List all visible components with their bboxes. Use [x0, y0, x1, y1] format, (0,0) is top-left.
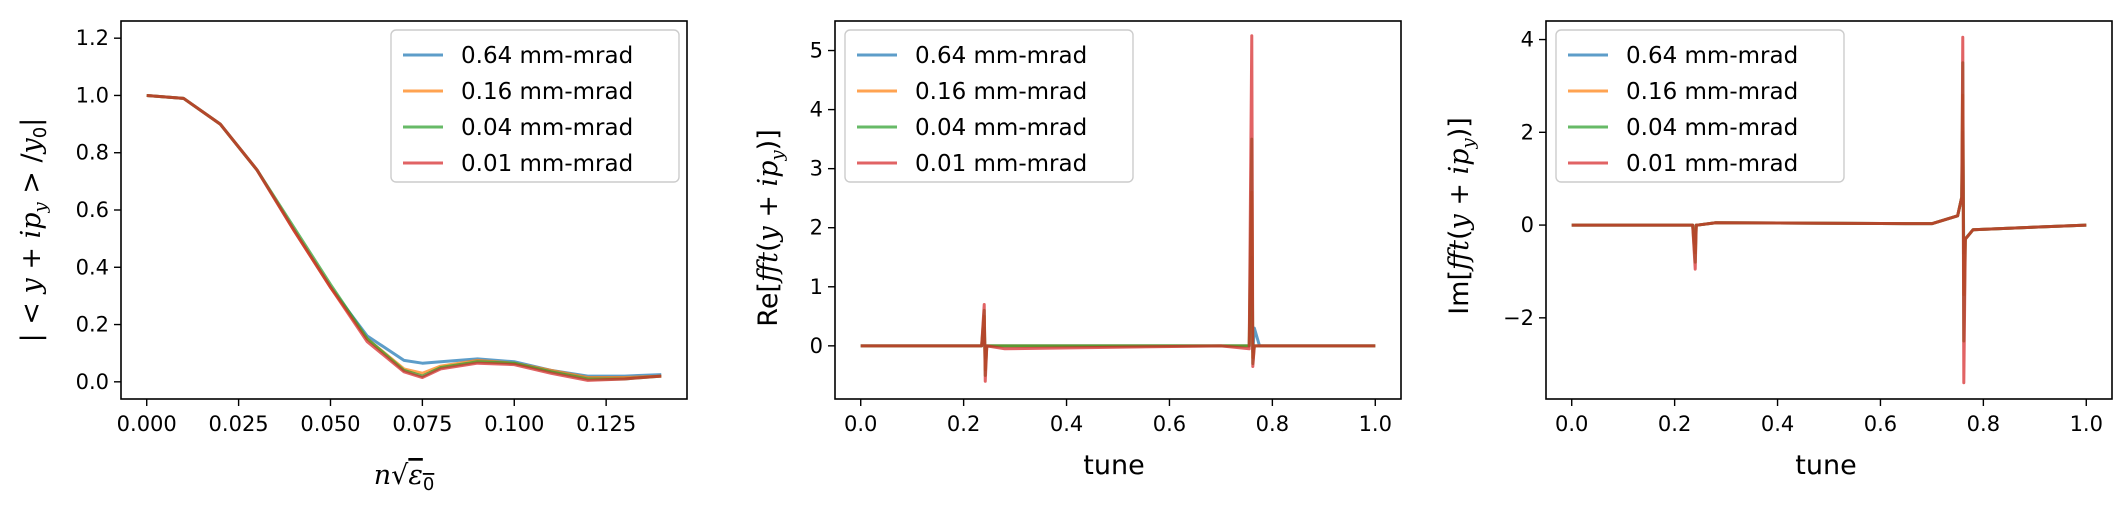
axes-frame [834, 20, 1402, 400]
panel-imag-fft: 0.0 0.2 0.4 0.6 0.8 1.0 −2 0 2 4 0.64 mm-mrad 0.16… [1444, 20, 2113, 481]
x-tick-label: 0.8 [1256, 412, 1289, 436]
legend-label: 0.16 mm-mrad [461, 79, 633, 105]
y-tick-label: 2 [1521, 120, 1534, 144]
ticks-layer: 0.0 0.2 0.4 0.6 0.8 1.0 −2 0 2 4 [1503, 28, 2103, 436]
x-tick-label: 0.6 [1864, 412, 1897, 436]
x-tick-label: 0.075 [392, 412, 452, 436]
y-tick-label: 0.8 [76, 141, 109, 165]
legend-label: 0.01 mm-mrad [1626, 151, 1798, 177]
x-tick-label: 0.0 [844, 412, 877, 436]
y-tick-label: 1.2 [76, 26, 109, 50]
legend-box [844, 29, 1134, 183]
legend-label: 0.64 mm-mrad [461, 43, 633, 69]
axes-frame [1545, 20, 2113, 400]
y-tick-label: 4 [1521, 28, 1534, 52]
y-tick-label: 0.2 [76, 313, 109, 337]
y-tick-label: 1.0 [76, 83, 109, 107]
legend-box [1555, 29, 1845, 183]
y-tick-label: 2 [810, 216, 823, 240]
y-tick-label: 0.6 [76, 198, 109, 222]
legend-label: 0.16 mm-mrad [1626, 79, 1798, 105]
series-line-4 [1571, 35, 2087, 385]
x-axis-label: tune [1083, 450, 1144, 481]
x-tick-label: 0.8 [1967, 412, 2000, 436]
x-tick-label: 0.2 [1658, 412, 1691, 436]
y-tick-label: 4 [810, 98, 823, 122]
y-axis-label: Im[fft(y + ipy)] [1444, 117, 1479, 315]
y-tick-label: −2 [1503, 306, 1534, 330]
legend-label: 0.64 mm-mrad [1626, 43, 1798, 69]
x-tick-label: 0.4 [1761, 412, 1794, 436]
series-line-4 [860, 34, 1376, 383]
x-tick-label: 0.6 [1153, 412, 1186, 436]
legend: 0.64 mm-mrad 0.16 mm-mrad 0.04 mm-mrad 0.01… [844, 29, 1134, 183]
legend: 0.64 mm-mrad 0.16 mm-mrad 0.04 mm-mrad 0.01… [390, 29, 680, 183]
ticks-layer: 0.0 0.2 0.4 0.6 0.8 1.0 0 1 2 3 4 5 [810, 39, 1392, 436]
y-tick-label: 3 [810, 157, 823, 181]
x-tick-label: 0.100 [484, 412, 544, 436]
series-layer [146, 93, 662, 382]
y-tick-label: 5 [810, 39, 823, 63]
y-tick-label: 1 [810, 275, 823, 299]
legend-box [390, 29, 680, 183]
x-tick-label: 0.025 [209, 412, 269, 436]
ticks-layer: 0.000 0.025 0.050 0.075 0.100 0.125 0.0 0.2 0.4 0… [76, 26, 637, 436]
x-axis-label: n√ε0 [374, 460, 435, 495]
x-tick-label: 0.050 [300, 412, 360, 436]
y-tick-label: 0 [1521, 213, 1534, 237]
axes-frame [120, 20, 688, 400]
x-tick-label: 0.000 [117, 412, 177, 436]
legend: 0.64 mm-mrad 0.16 mm-mrad 0.04 mm-mrad 0.01… [1555, 29, 1845, 183]
legend-label: 0.01 mm-mrad [915, 151, 1087, 177]
x-tick-label: 0.125 [576, 412, 636, 436]
series-layer [1571, 35, 2087, 385]
legend-label: 0.16 mm-mrad [915, 79, 1087, 105]
legend-label: 0.04 mm-mrad [461, 115, 633, 141]
series-line-4 [146, 93, 662, 382]
legend-label: 0.04 mm-mrad [915, 115, 1087, 141]
legend-label: 0.04 mm-mrad [1626, 115, 1798, 141]
y-tick-label: 0 [810, 334, 823, 358]
legend-label: 0.64 mm-mrad [915, 43, 1087, 69]
y-axis-label: | < y + ipy > /y0| [16, 118, 51, 343]
panel-amplitude: 0.000 0.025 0.050 0.075 0.100 0.125 0.0 0.2 0.4 0… [16, 20, 688, 495]
y-axis-label: Re[fft(y + ipy)] [753, 129, 788, 326]
x-axis-label: tune [1795, 450, 1856, 481]
y-tick-label: 0.4 [76, 255, 109, 279]
series-layer [860, 34, 1376, 383]
panel-real-fft: 0.0 0.2 0.4 0.6 0.8 1.0 0 1 2 3 4 5 0.64 mm-mrad 0.1… [753, 20, 1402, 481]
x-tick-label: 0.2 [947, 412, 980, 436]
x-tick-label: 0.0 [1555, 412, 1588, 436]
x-tick-label: 0.4 [1050, 412, 1083, 436]
x-tick-label: 1.0 [2070, 412, 2103, 436]
legend-label: 0.01 mm-mrad [461, 151, 633, 177]
y-tick-label: 0.0 [76, 370, 109, 394]
x-tick-label: 1.0 [1359, 412, 1392, 436]
